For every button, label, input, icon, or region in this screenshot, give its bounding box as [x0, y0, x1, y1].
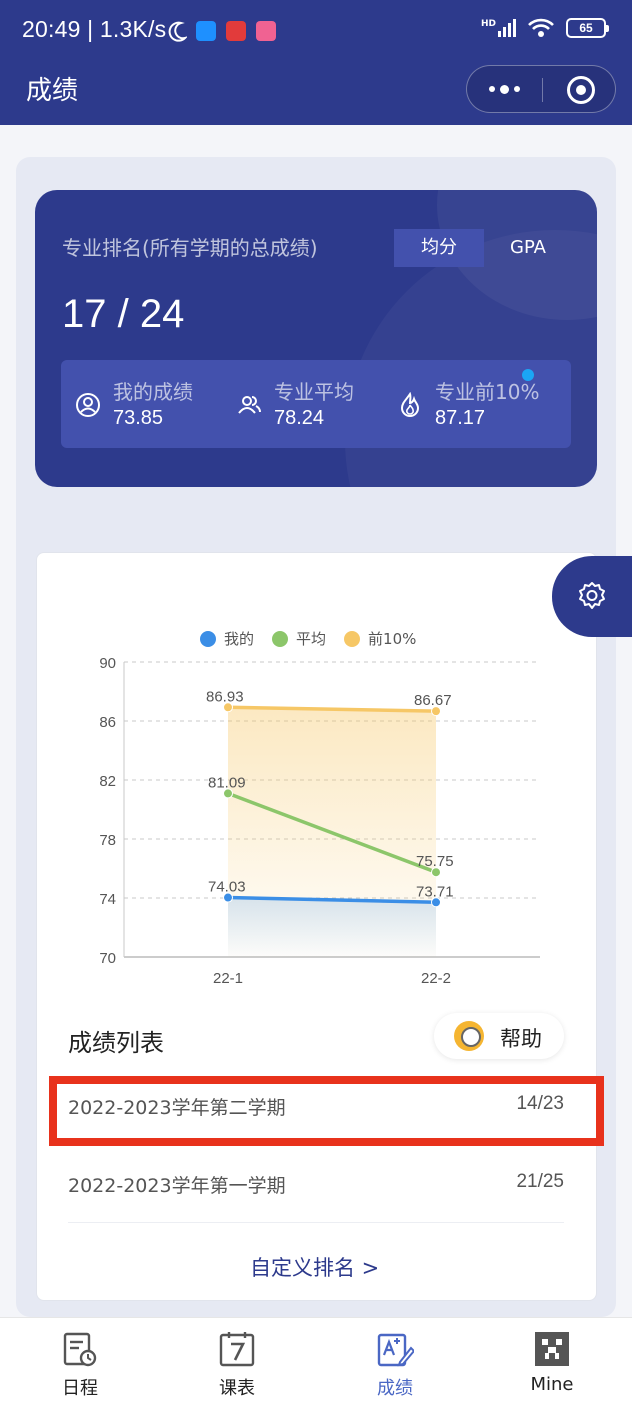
app-header: 20:49 | 1.3K/s HD 65 成绩 [0, 0, 632, 125]
page-title: 成绩 [26, 76, 79, 106]
grades-icon [377, 1333, 414, 1367]
data-label: 81.09 [208, 774, 246, 791]
x-tick-label: 22-2 [421, 970, 451, 987]
help-avatar-icon [454, 1021, 484, 1051]
chart-legend: 我的 平均 前10% [200, 628, 416, 649]
battery-icon: 65 [566, 18, 609, 38]
y-tick-label: 70 [99, 950, 116, 967]
data-label: 75.75 [416, 853, 454, 870]
moon-icon [168, 21, 187, 42]
custom-rank-link[interactable]: 自定义排名 > [250, 1256, 380, 1280]
wifi-icon [528, 18, 554, 37]
more-dots-icon[interactable] [467, 66, 542, 112]
legend-dot [344, 630, 361, 647]
mine-icon [535, 1332, 569, 1366]
settings-button[interactable] [552, 556, 632, 637]
gear-icon [579, 582, 605, 609]
indicator-dot [522, 369, 534, 381]
line-chart: 90 86 82 78 74 70 74.03 73.71 81.09 75.75 86.93 86.… [99, 655, 540, 987]
data-point [431, 706, 441, 717]
tab-grades[interactable]: 成绩 [335, 1318, 455, 1405]
y-tick-label: 82 [99, 773, 116, 790]
ranking-label: 专业排名(所有学期的总成绩) [62, 236, 318, 260]
bottom-tab-bar: 日程 课表 成绩 Mine [0, 1317, 632, 1405]
status-time: 20:49 | 1.3K/s [22, 16, 167, 42]
legend-item-mine[interactable]: 我的 [200, 628, 254, 649]
tab-average[interactable]: 均分 [394, 229, 484, 267]
users-icon [238, 396, 261, 414]
data-point [431, 897, 441, 908]
target-close-icon[interactable] [567, 76, 595, 104]
term-row[interactable]: 2022-2023学年第二学期 14/23 [68, 1093, 564, 1119]
tab-schedule[interactable]: 日程 [20, 1318, 140, 1405]
calendar-7-icon [219, 1332, 255, 1367]
status-bar: 20:49 | 1.3K/s HD 65 [0, 0, 632, 60]
y-tick-label: 86 [99, 714, 116, 731]
data-label: 74.03 [208, 879, 246, 896]
tab-mine[interactable]: Mine [492, 1318, 612, 1405]
legend-item-top10[interactable]: 前10% [344, 628, 416, 649]
y-tick-label: 78 [99, 832, 116, 849]
ranking-value: 17 / 24 [62, 292, 185, 336]
netease-music-icon [226, 21, 246, 41]
data-point [223, 702, 233, 713]
stats-box: 我的成绩 73.85 专业平均 78.24 专业前10% 87.17 [61, 360, 571, 448]
help-button[interactable]: 帮助 [434, 1013, 564, 1059]
data-label: 73.71 [416, 883, 454, 900]
schedule-icon [63, 1332, 97, 1367]
divider [68, 1222, 564, 1223]
data-point [223, 892, 233, 903]
area-fill-mine [228, 897, 436, 957]
app-notification-icon [196, 21, 216, 41]
y-tick-label: 90 [99, 655, 116, 672]
series-line [227, 895, 437, 905]
bilibili-icon [256, 21, 276, 41]
series-line [227, 705, 437, 713]
tab-gpa[interactable]: GPA [510, 237, 546, 258]
legend-dot [272, 630, 289, 647]
ranking-card: 专业排名(所有学期的总成绩) 均分 GPA 17 / 24 我的成绩 73.85… [35, 190, 597, 487]
legend-dot [200, 630, 216, 647]
data-point [431, 867, 441, 878]
signal-icon: HD [481, 19, 516, 37]
selection-highlight [49, 1076, 604, 1146]
legend-item-average[interactable]: 平均 [272, 628, 326, 649]
y-tick-label: 74 [99, 891, 116, 908]
mini-program-capsule [466, 65, 616, 113]
data-point [223, 788, 233, 799]
series-line [227, 791, 437, 874]
tab-timetable[interactable]: 课表 [177, 1318, 297, 1405]
grade-list-title: 成绩列表 [68, 1029, 164, 1057]
flame-icon [400, 392, 420, 417]
x-tick-label: 22-1 [213, 970, 243, 987]
data-label: 86.93 [206, 688, 244, 705]
user-circle-icon [76, 393, 100, 417]
term-row[interactable]: 2022-2023学年第一学期 21/25 [68, 1171, 564, 1197]
score-type-toggle: 均分 GPA [394, 229, 572, 267]
data-label: 86.67 [414, 692, 452, 709]
